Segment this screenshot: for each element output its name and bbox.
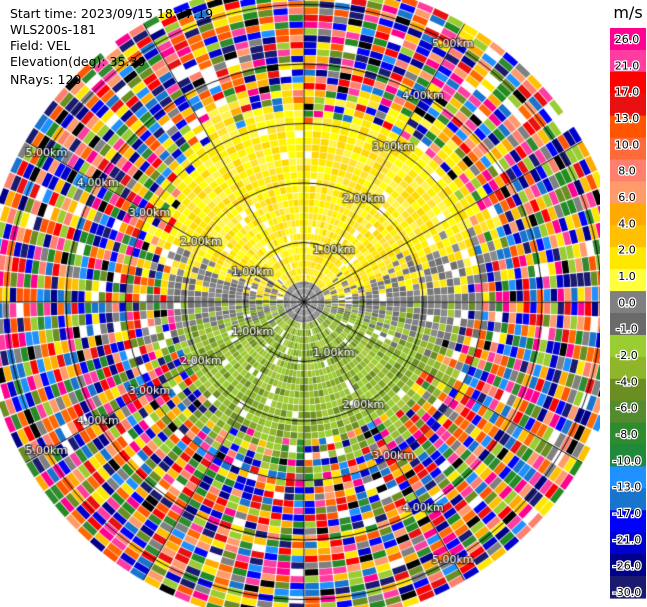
colorbar-tick-label: 1.0	[618, 270, 636, 283]
colorbar-band	[610, 159, 646, 183]
colorbar-band	[610, 137, 646, 161]
colorbar-band	[610, 313, 646, 336]
colorbar-tick-label: -6.0	[616, 402, 637, 415]
colorbar-band	[610, 203, 646, 226]
colorbar-tick-label: -2.0	[616, 349, 637, 362]
colorbar-band	[610, 334, 646, 358]
colorbar-tick-label: -21.0	[613, 533, 641, 546]
colorbar-band	[610, 422, 646, 446]
colorbar-band	[610, 225, 646, 248]
colorbar-tick-label: -4.0	[616, 375, 637, 388]
colorbar-tick-label: -10.0	[613, 454, 641, 467]
colorbar-tick-label: 10.0	[615, 138, 640, 151]
instrument-label: WLS200s-181	[10, 22, 96, 37]
colorbar-band	[610, 269, 646, 292]
colorbar-band	[610, 576, 646, 599]
colorbar-band	[610, 510, 646, 533]
colorbar-band	[610, 28, 646, 51]
colorbar-band	[610, 181, 646, 204]
ppi-velocity-plot	[0, 0, 600, 607]
nrays-label: NRays: 120	[10, 72, 82, 87]
colorbar-band	[610, 93, 646, 117]
colorbar-band	[610, 71, 646, 95]
colorbar-band	[610, 554, 646, 577]
colorbar-band	[610, 488, 646, 511]
colorbar-tick-label: 26.0	[615, 33, 640, 46]
colorbar-band	[610, 532, 646, 555]
colorbar-band	[610, 444, 646, 468]
colorbar-tick-label: 2.0	[618, 244, 636, 257]
field-label: Field: VEL	[10, 38, 71, 53]
colorbar-unit-label: m/s	[613, 3, 642, 22]
colorbar-band	[610, 400, 646, 424]
colorbar-tick-label: -17.0	[613, 507, 641, 520]
colorbar-tick-label: 21.0	[615, 59, 640, 72]
colorbar-tick-label: 4.0	[618, 217, 636, 230]
colorbar-tick-label: 8.0	[618, 165, 636, 178]
colorbar-tick-label: 13.0	[615, 112, 640, 125]
colorbar-tick-label: 17.0	[615, 86, 640, 99]
colorbar-tick-label: -8.0	[616, 428, 637, 441]
colorbar-band	[610, 378, 646, 402]
elevation-label: Elevation(deg): 35.30	[10, 54, 146, 69]
colorbar-band	[610, 49, 646, 73]
colorbar-tick-label: -13.0	[613, 481, 641, 494]
colorbar-band	[610, 247, 646, 270]
colorbar-band	[610, 115, 646, 139]
start-time-label: Start time: 2023/09/15 18:17:19	[10, 6, 214, 21]
colorbar-tick-label: 6.0	[618, 191, 636, 204]
colorbar-band	[610, 356, 646, 380]
colorbar-tick-label: 0.0	[618, 296, 636, 309]
colorbar-band	[610, 466, 646, 489]
colorbar-tick-label: -26.0	[613, 560, 641, 573]
colorbar-band	[610, 291, 646, 314]
colorbar-tick-label: -1.0	[616, 323, 637, 336]
colorbar-tick-label: -30.0	[613, 586, 641, 599]
